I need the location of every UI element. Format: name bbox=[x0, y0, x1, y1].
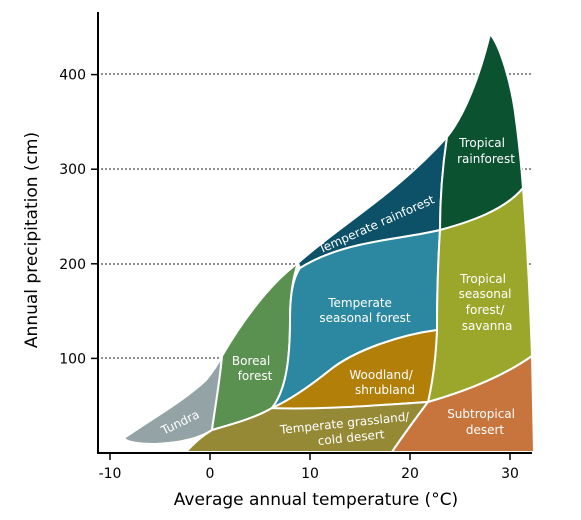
y-ticks: 100 200 300 400 bbox=[59, 68, 98, 367]
y-tick-label: 200 bbox=[59, 257, 86, 273]
x-axis-title: Average annual temperature (°C) bbox=[174, 490, 458, 510]
x-tick-label: 20 bbox=[401, 466, 419, 482]
x-tick-label: 10 bbox=[301, 466, 319, 482]
label-woodland-shrubland: Woodland/ shrubland bbox=[349, 368, 416, 397]
axes bbox=[97, 12, 532, 454]
biome-regions bbox=[123, 33, 535, 453]
y-axis-title: Annual precipitation (cm) bbox=[22, 132, 42, 348]
region-tropical-rainforest bbox=[439, 33, 524, 231]
x-tick-label: 30 bbox=[501, 466, 519, 482]
label-subtropical-desert: Subtropical desert bbox=[447, 407, 519, 437]
x-tick-label: 0 bbox=[206, 466, 215, 482]
label-boreal-forest: Boreal forest bbox=[232, 354, 274, 383]
region-subtropical-desert bbox=[391, 355, 535, 453]
region-temperate-grassland-cold-desert bbox=[185, 401, 429, 453]
x-ticks: -10 0 10 20 30 bbox=[99, 453, 519, 482]
label-temperate-seasonal-forest: Temperate seasonal forest bbox=[319, 296, 411, 325]
y-tick-label: 100 bbox=[59, 351, 86, 367]
y-tick-label: 300 bbox=[59, 162, 86, 178]
label-tropical-seasonal-forest-savanna: Tropical seasonal forest/ savanna bbox=[459, 272, 516, 333]
x-tick-label: -10 bbox=[99, 466, 122, 482]
y-tick-label: 400 bbox=[59, 68, 86, 84]
label-tropical-rainforest: Tropical rainforest bbox=[457, 136, 515, 166]
